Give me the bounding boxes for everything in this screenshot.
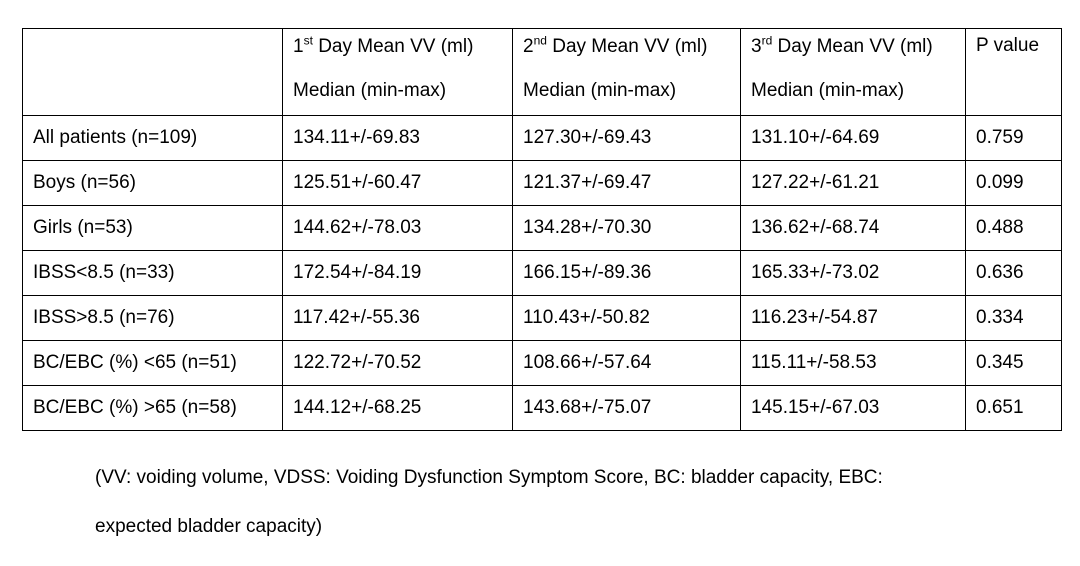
day1-cell: 134.11+/-69.83	[282, 115, 513, 161]
row-label-cell: All patients (n=109)	[22, 115, 283, 161]
day3-cell: 165.33+/-73.02	[740, 250, 966, 296]
p-value-cell: 0.651	[965, 385, 1062, 431]
footnote-line: (VV: voiding volume, VDSS: Voiding Dysfu…	[95, 467, 883, 488]
day1-cell: 117.42+/-55.36	[282, 295, 513, 341]
p-value-cell: 0.345	[965, 340, 1062, 386]
row-label-cell: BC/EBC (%) <65 (n=51)	[22, 340, 283, 386]
p-value-cell: 0.636	[965, 250, 1062, 296]
row-label-column-header	[22, 28, 283, 116]
day1-cell: 125.51+/-60.47	[282, 160, 513, 206]
day2-cell: 127.30+/-69.43	[512, 115, 741, 161]
day3-cell: 136.62+/-68.74	[740, 205, 966, 251]
day1-cell: 172.54+/-84.19	[282, 250, 513, 296]
table-row-ibss-low: IBSS<8.5 (n=33) 172.54+/-84.19 166.15+/-…	[22, 250, 1062, 296]
day3-cell: 145.15+/-67.03	[740, 385, 966, 431]
row-label-cell: IBSS>8.5 (n=76)	[22, 295, 283, 341]
day3-cell: 131.10+/-64.69	[740, 115, 966, 161]
ordinal-superscript: rd	[761, 33, 773, 48]
p-value-cell: 0.759	[965, 115, 1062, 161]
table-row-bcebc-low: BC/EBC (%) <65 (n=51) 122.72+/-70.52 108…	[22, 340, 1062, 386]
day2-cell: 108.66+/-57.64	[512, 340, 741, 386]
column-header-day3: 3rd Day Mean VV (ml) Median (min-max)	[740, 28, 966, 116]
column-title: 1st Day Mean VV (ml)	[293, 33, 474, 57]
footnote: (VV: voiding volume, VDSS: Voiding Dysfu…	[95, 466, 883, 564]
day3-cell: 127.22+/-61.21	[740, 160, 966, 206]
table-row-girls: Girls (n=53) 144.62+/-78.03 134.28+/-70.…	[22, 205, 1062, 251]
day1-cell: 122.72+/-70.52	[282, 340, 513, 386]
column-title: 3rd Day Mean VV (ml)	[751, 33, 933, 57]
day3-cell: 116.23+/-54.87	[740, 295, 966, 341]
table-header-row: 1st Day Mean VV (ml) Median (min-max) 2n…	[22, 28, 1062, 116]
day2-cell: 110.43+/-50.82	[512, 295, 741, 341]
column-title: 2nd Day Mean VV (ml)	[523, 33, 708, 57]
column-header-day2: 2nd Day Mean VV (ml) Median (min-max)	[512, 28, 741, 116]
p-value-cell: 0.488	[965, 205, 1062, 251]
column-subtitle: Median (min-max)	[751, 80, 905, 101]
day2-cell: 121.37+/-69.47	[512, 160, 741, 206]
table-row-all-patients: All patients (n=109) 134.11+/-69.83 127.…	[22, 115, 1062, 161]
study-table: 1st Day Mean VV (ml) Median (min-max) 2n…	[22, 28, 1062, 431]
ordinal-superscript: nd	[533, 33, 547, 48]
p-value-cell: 0.099	[965, 160, 1062, 206]
column-subtitle: Median (min-max)	[523, 80, 677, 101]
column-header-day1: 1st Day Mean VV (ml) Median (min-max)	[282, 28, 513, 116]
day2-cell: 134.28+/-70.30	[512, 205, 741, 251]
p-value-cell: 0.334	[965, 295, 1062, 341]
day1-cell: 144.12+/-68.25	[282, 385, 513, 431]
table-row-bcebc-high: BC/EBC (%) >65 (n=58) 144.12+/-68.25 143…	[22, 385, 1062, 431]
footnote-line: expected bladder capacity)	[95, 516, 323, 537]
p-value-column-header: P value	[965, 28, 1062, 116]
table-row-boys: Boys (n=56) 125.51+/-60.47 121.37+/-69.4…	[22, 160, 1062, 206]
column-subtitle: Median (min-max)	[293, 80, 447, 101]
day2-cell: 166.15+/-89.36	[512, 250, 741, 296]
day2-cell: 143.68+/-75.07	[512, 385, 741, 431]
ordinal-superscript: st	[303, 33, 313, 48]
day1-cell: 144.62+/-78.03	[282, 205, 513, 251]
row-label-cell: Boys (n=56)	[22, 160, 283, 206]
day3-cell: 115.11+/-58.53	[740, 340, 966, 386]
row-label-cell: IBSS<8.5 (n=33)	[22, 250, 283, 296]
row-label-cell: Girls (n=53)	[22, 205, 283, 251]
table-row-ibss-high: IBSS>8.5 (n=76) 117.42+/-55.36 110.43+/-…	[22, 295, 1062, 341]
row-label-cell: BC/EBC (%) >65 (n=58)	[22, 385, 283, 431]
